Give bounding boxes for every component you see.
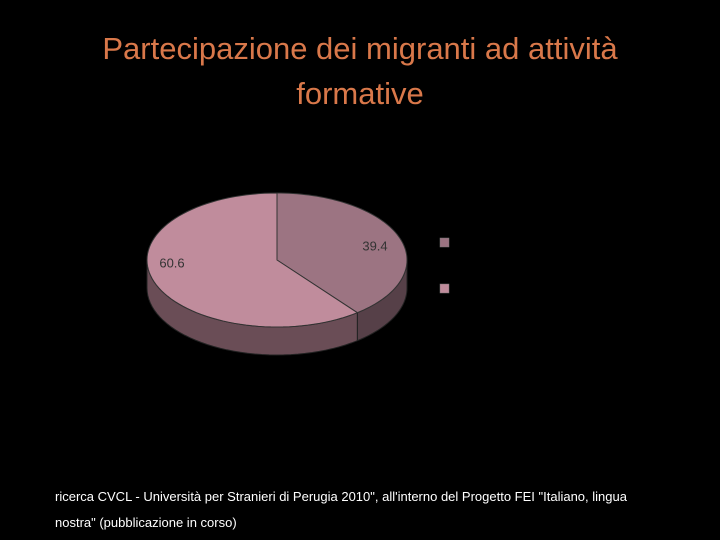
data-label: 39.4 [362,238,387,253]
legend-swatch [439,237,450,248]
pie-slice [146,192,359,328]
data-label: 60.6 [159,255,184,270]
pie-slice [276,192,408,314]
footnote: ricerca CVCL - Università per Stranieri … [55,489,627,504]
chart-title: Partecipazione dei migranti ad attività … [102,31,618,111]
legend-swatch [439,283,450,294]
footnote: nostra" (pubblicazione in corso) [55,515,237,530]
